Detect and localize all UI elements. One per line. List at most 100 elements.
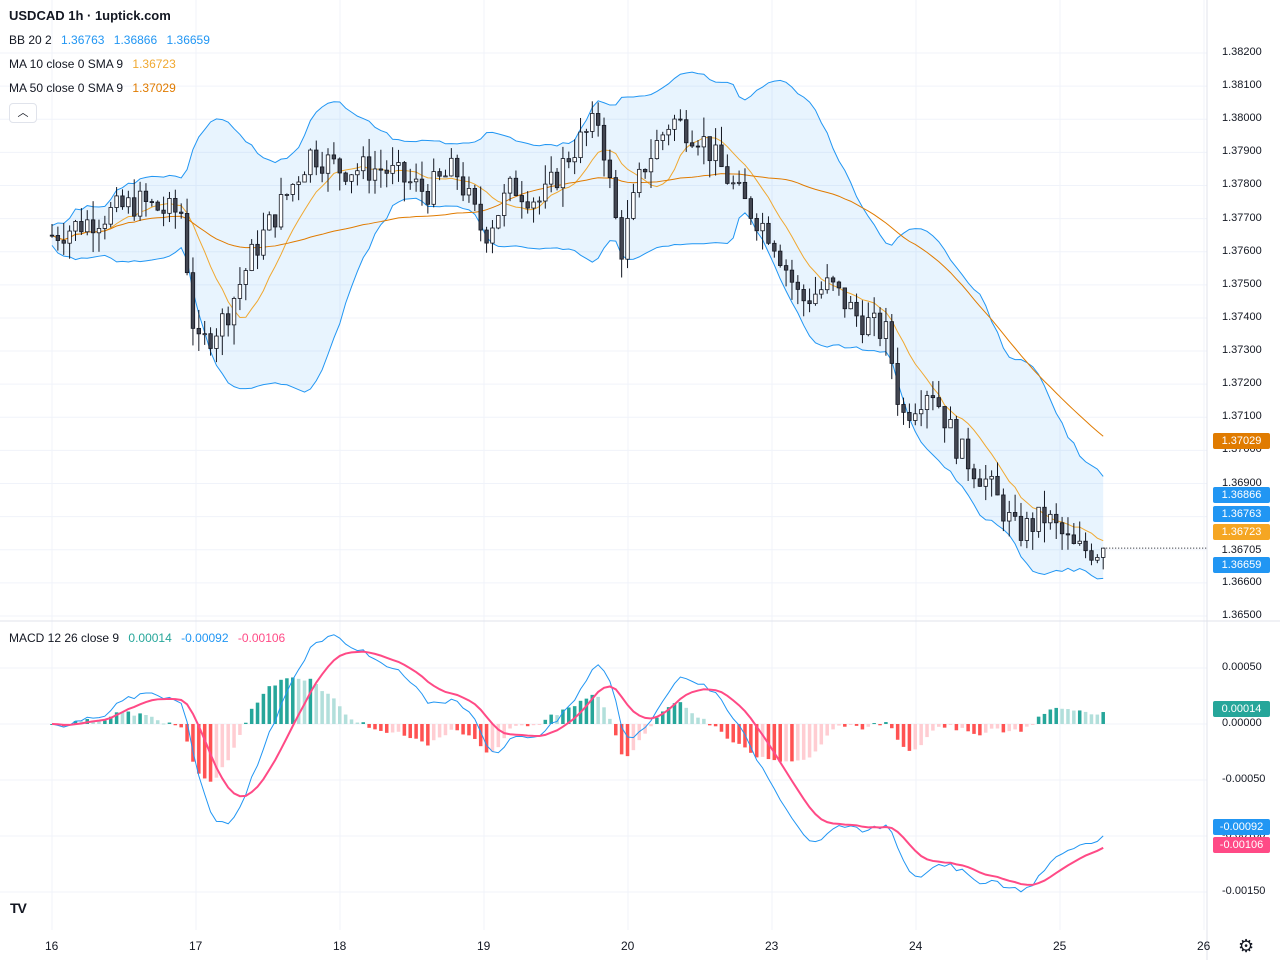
candle-body [731, 182, 736, 185]
legend-bb[interactable]: BB 20 2 1.36763 1.36866 1.36659 [9, 33, 210, 47]
macd-hist-bar [1054, 707, 1058, 724]
candle-body [707, 136, 712, 162]
macd-hist-bar [907, 724, 912, 751]
legend-ma10-name: MA 10 close 0 SMA 9 [9, 57, 124, 71]
macd-hist-bar [443, 724, 448, 736]
macd-hist-bar [1042, 713, 1047, 724]
candle-body [90, 219, 96, 234]
time-tick-label: 19 [477, 939, 491, 953]
candle-body [895, 363, 900, 405]
candle-body [913, 413, 918, 421]
macd-hist-bar [255, 702, 260, 724]
legend-ma10[interactable]: MA 10 close 0 SMA 9 1.36723 [9, 57, 176, 71]
candle-body [625, 217, 630, 260]
price-tick-label: 1.38200 [1222, 46, 1262, 58]
bb-upper-price-tag: 1.36866 [1213, 487, 1270, 503]
macd-hist-bar [173, 724, 178, 726]
macd-hist-bar [390, 724, 395, 733]
candle-body [402, 162, 407, 183]
candlesticks [49, 101, 1207, 570]
macd-hist-bar [326, 693, 330, 724]
candle-body [766, 222, 771, 244]
candle-body [877, 312, 883, 339]
candle-body [977, 478, 983, 487]
macd-hist-bar [126, 711, 131, 724]
macd-hist-bar [614, 724, 618, 736]
candle-body [872, 312, 877, 319]
candle-body [854, 301, 859, 317]
macd-tick-label: 0.00000 [1222, 717, 1262, 729]
macd-hist-bar [202, 724, 207, 779]
legend-collapse-button[interactable]: ︿ [9, 103, 37, 123]
candle-body [355, 170, 360, 176]
candle-body [783, 265, 789, 271]
macd-hist-bar [831, 724, 835, 730]
candle-body [866, 317, 871, 336]
macd-hist-bar [784, 724, 788, 762]
candle-body [930, 395, 936, 399]
legend-bb-middle: 1.36763 [61, 33, 105, 47]
macd-hist-bar [837, 724, 841, 726]
candle-body [155, 201, 160, 211]
macd-hist-bar [567, 707, 571, 724]
candle-body [296, 181, 301, 185]
macd-hist-bar [478, 724, 483, 747]
macd-hist-bar [872, 723, 876, 725]
legend-macd[interactable]: MACD 12 26 close 9 0.00014 -0.00092 -0.0… [9, 631, 285, 645]
tradingview-logo-icon[interactable]: TV [10, 900, 27, 916]
macd-hist-bar [1048, 709, 1053, 724]
macd-hist-bar [308, 678, 313, 724]
candle-body [179, 211, 184, 214]
candle-body [566, 158, 571, 163]
time-tick-label: 26 [1197, 939, 1211, 953]
candle-body [243, 270, 248, 285]
candle-body [114, 195, 119, 208]
macd-hist-bar [514, 724, 518, 726]
candle-body [666, 128, 671, 136]
macd-hist-bar [749, 724, 753, 753]
macd-hist-bar [132, 715, 136, 724]
macd-hist-bar [813, 724, 818, 752]
candle-body [325, 154, 331, 174]
candle-body [96, 228, 102, 234]
candle-body [543, 183, 548, 202]
candle-body [214, 335, 219, 349]
price-tick-label: 1.38100 [1222, 79, 1262, 92]
candle-body [948, 419, 953, 429]
candle-body [384, 169, 389, 174]
candle-body [901, 404, 906, 413]
candle-body [531, 201, 536, 209]
candle-body [1030, 518, 1035, 532]
candle-body [1007, 512, 1012, 522]
candle-body [983, 478, 988, 487]
macd-hist-bar [796, 724, 800, 761]
legend-ma50[interactable]: MA 50 close 0 SMA 9 1.37029 [9, 81, 176, 95]
candle-body [619, 217, 624, 260]
gear-icon[interactable]: ⚙ [1238, 936, 1255, 956]
price-tick-label: 1.37400 [1222, 310, 1262, 323]
candle-body [226, 313, 231, 326]
legend-macd-line: -0.00092 [181, 631, 229, 645]
candle-body [237, 284, 243, 299]
macd-hist-bar [161, 723, 166, 725]
candle-body [231, 298, 237, 326]
macd-hist-bar [1060, 708, 1064, 724]
macd-signal-line [51, 650, 1104, 886]
price-tick-label: 1.36600 [1222, 575, 1262, 588]
macd-hist-bar [179, 724, 183, 728]
macd-hist-bar [261, 693, 266, 724]
macd-hist-bar [455, 724, 459, 731]
candle-body [437, 171, 442, 177]
candle-body [378, 168, 384, 171]
ma10-price-tag: 1.36723 [1213, 524, 1270, 540]
macd-hist-bar [490, 724, 495, 752]
candle-body [836, 281, 842, 289]
macd-hist-bar [484, 724, 489, 753]
candle-body [642, 168, 648, 173]
candle-body [408, 181, 413, 184]
candle-body [267, 214, 272, 231]
macd-hist-bar [332, 698, 336, 724]
macd-line [51, 634, 1104, 893]
macd-hist-bar [197, 724, 201, 774]
